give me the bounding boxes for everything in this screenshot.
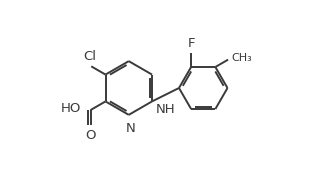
Text: Cl: Cl <box>83 49 96 62</box>
Text: HO: HO <box>61 102 81 115</box>
Text: NH: NH <box>156 102 175 115</box>
Text: CH₃: CH₃ <box>231 53 252 63</box>
Text: N: N <box>125 122 135 135</box>
Text: F: F <box>187 37 195 50</box>
Text: O: O <box>85 129 96 142</box>
